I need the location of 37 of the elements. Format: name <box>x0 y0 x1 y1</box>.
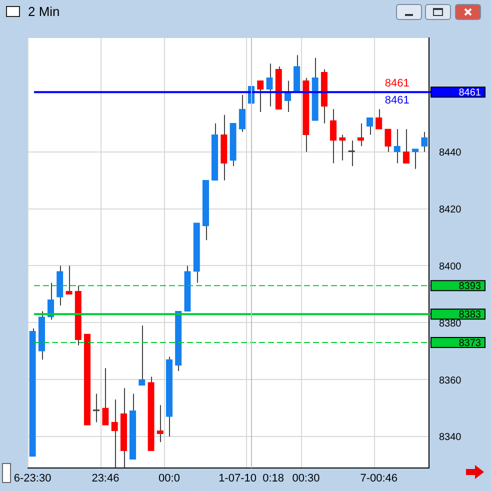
candlestick <box>330 108 337 164</box>
candlestick <box>138 324 146 386</box>
candlestick <box>376 108 382 130</box>
annotation: 8461 <box>384 94 410 107</box>
chart-title: 2 Min <box>28 4 60 19</box>
candlestick <box>111 398 118 468</box>
x-tick-label: 1-07-10 0:18 <box>218 472 284 484</box>
candlestick <box>266 63 273 107</box>
candlestick <box>421 131 428 152</box>
candlestick <box>257 80 264 113</box>
y-tick-label: 8340 <box>439 432 462 444</box>
candlestick <box>402 128 410 164</box>
ref-line-label: 8393 <box>458 280 482 292</box>
candlestick <box>366 117 374 136</box>
ref-line-label: 8373 <box>458 338 482 349</box>
candlestick <box>102 368 109 426</box>
x-tick-label: 00:30 <box>292 472 320 484</box>
candlestick <box>339 134 346 161</box>
ref-line-label: 8383 <box>458 309 482 320</box>
x-tick-label: 6-23:30 <box>14 472 52 484</box>
y-tick-label: 8400 <box>439 261 462 272</box>
x-tick-label: 7-00:46 <box>360 472 398 484</box>
candlestick <box>412 148 419 170</box>
candlestick <box>384 128 392 152</box>
ref-line-label: 8461 <box>458 87 482 98</box>
candlestick <box>238 94 246 132</box>
candlestick <box>284 80 292 113</box>
y-tick-label: 8360 <box>439 375 462 386</box>
candlestick <box>156 404 164 443</box>
annotation: 8461 <box>384 78 410 90</box>
y-tick-label: 8440 <box>439 148 462 159</box>
candlestick <box>66 265 72 295</box>
candlestick <box>357 122 364 147</box>
x-tick-label: 23:46 <box>92 472 120 484</box>
y-tick-label: 8380 <box>439 318 462 330</box>
y-tick-label: 8420 <box>439 204 462 216</box>
x-tick-label: 00:0 <box>158 472 180 484</box>
